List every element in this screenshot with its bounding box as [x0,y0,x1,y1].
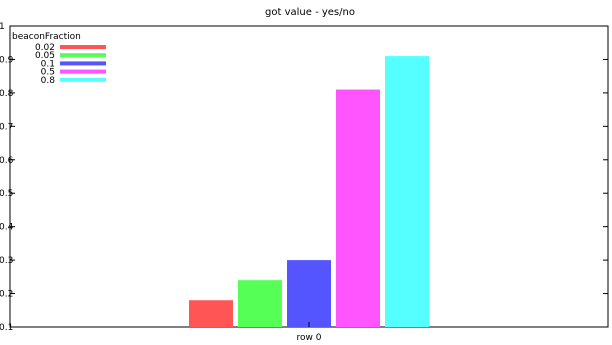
y-tick-label: 0.4 [0,223,14,233]
y-axis: 0.1 0.2 0.3 0.4 0.5 0.6 0.7 0.8 0.9 1 [0,22,608,333]
y-tick-label: 0.7 [0,122,13,132]
legend-swatch [60,53,106,58]
legend-label: 0.5 [41,68,55,78]
y-tick-label: 0.8 [0,89,14,99]
y-tick-label: 0.9 [0,55,14,65]
bar-0_1 [287,260,331,327]
x-category-label: row 0 [297,333,322,343]
bars [189,56,429,328]
y-tick-label: 0.1 [0,323,13,333]
x-axis: row 0 [297,322,322,343]
legend-label: 0.02 [35,43,55,53]
y-tick-label: 1 [0,22,5,32]
bar-0_5 [336,89,380,328]
bar-0_05 [238,280,282,327]
bar-0_02 [189,300,233,327]
legend-label: 0.8 [41,76,56,86]
y-tick-label: 0.3 [0,256,13,266]
y-tick-label: 0.5 [0,189,13,199]
legend-label: 0.1 [41,59,55,69]
legend-swatch [60,45,106,49]
chart-title: got value - yes/no [265,7,355,18]
y-tick-label: 0.2 [0,290,13,300]
legend-swatch [60,61,106,66]
legend-swatch [60,69,106,74]
legend-title: beaconFraction [12,32,81,42]
legend-label: 0.05 [35,51,55,61]
bar-0_8 [385,56,429,327]
legend-swatch [60,77,106,82]
y-tick-label: 0.6 [0,156,14,166]
legend: beaconFraction 0.020.050.10.50.8 [12,32,106,86]
